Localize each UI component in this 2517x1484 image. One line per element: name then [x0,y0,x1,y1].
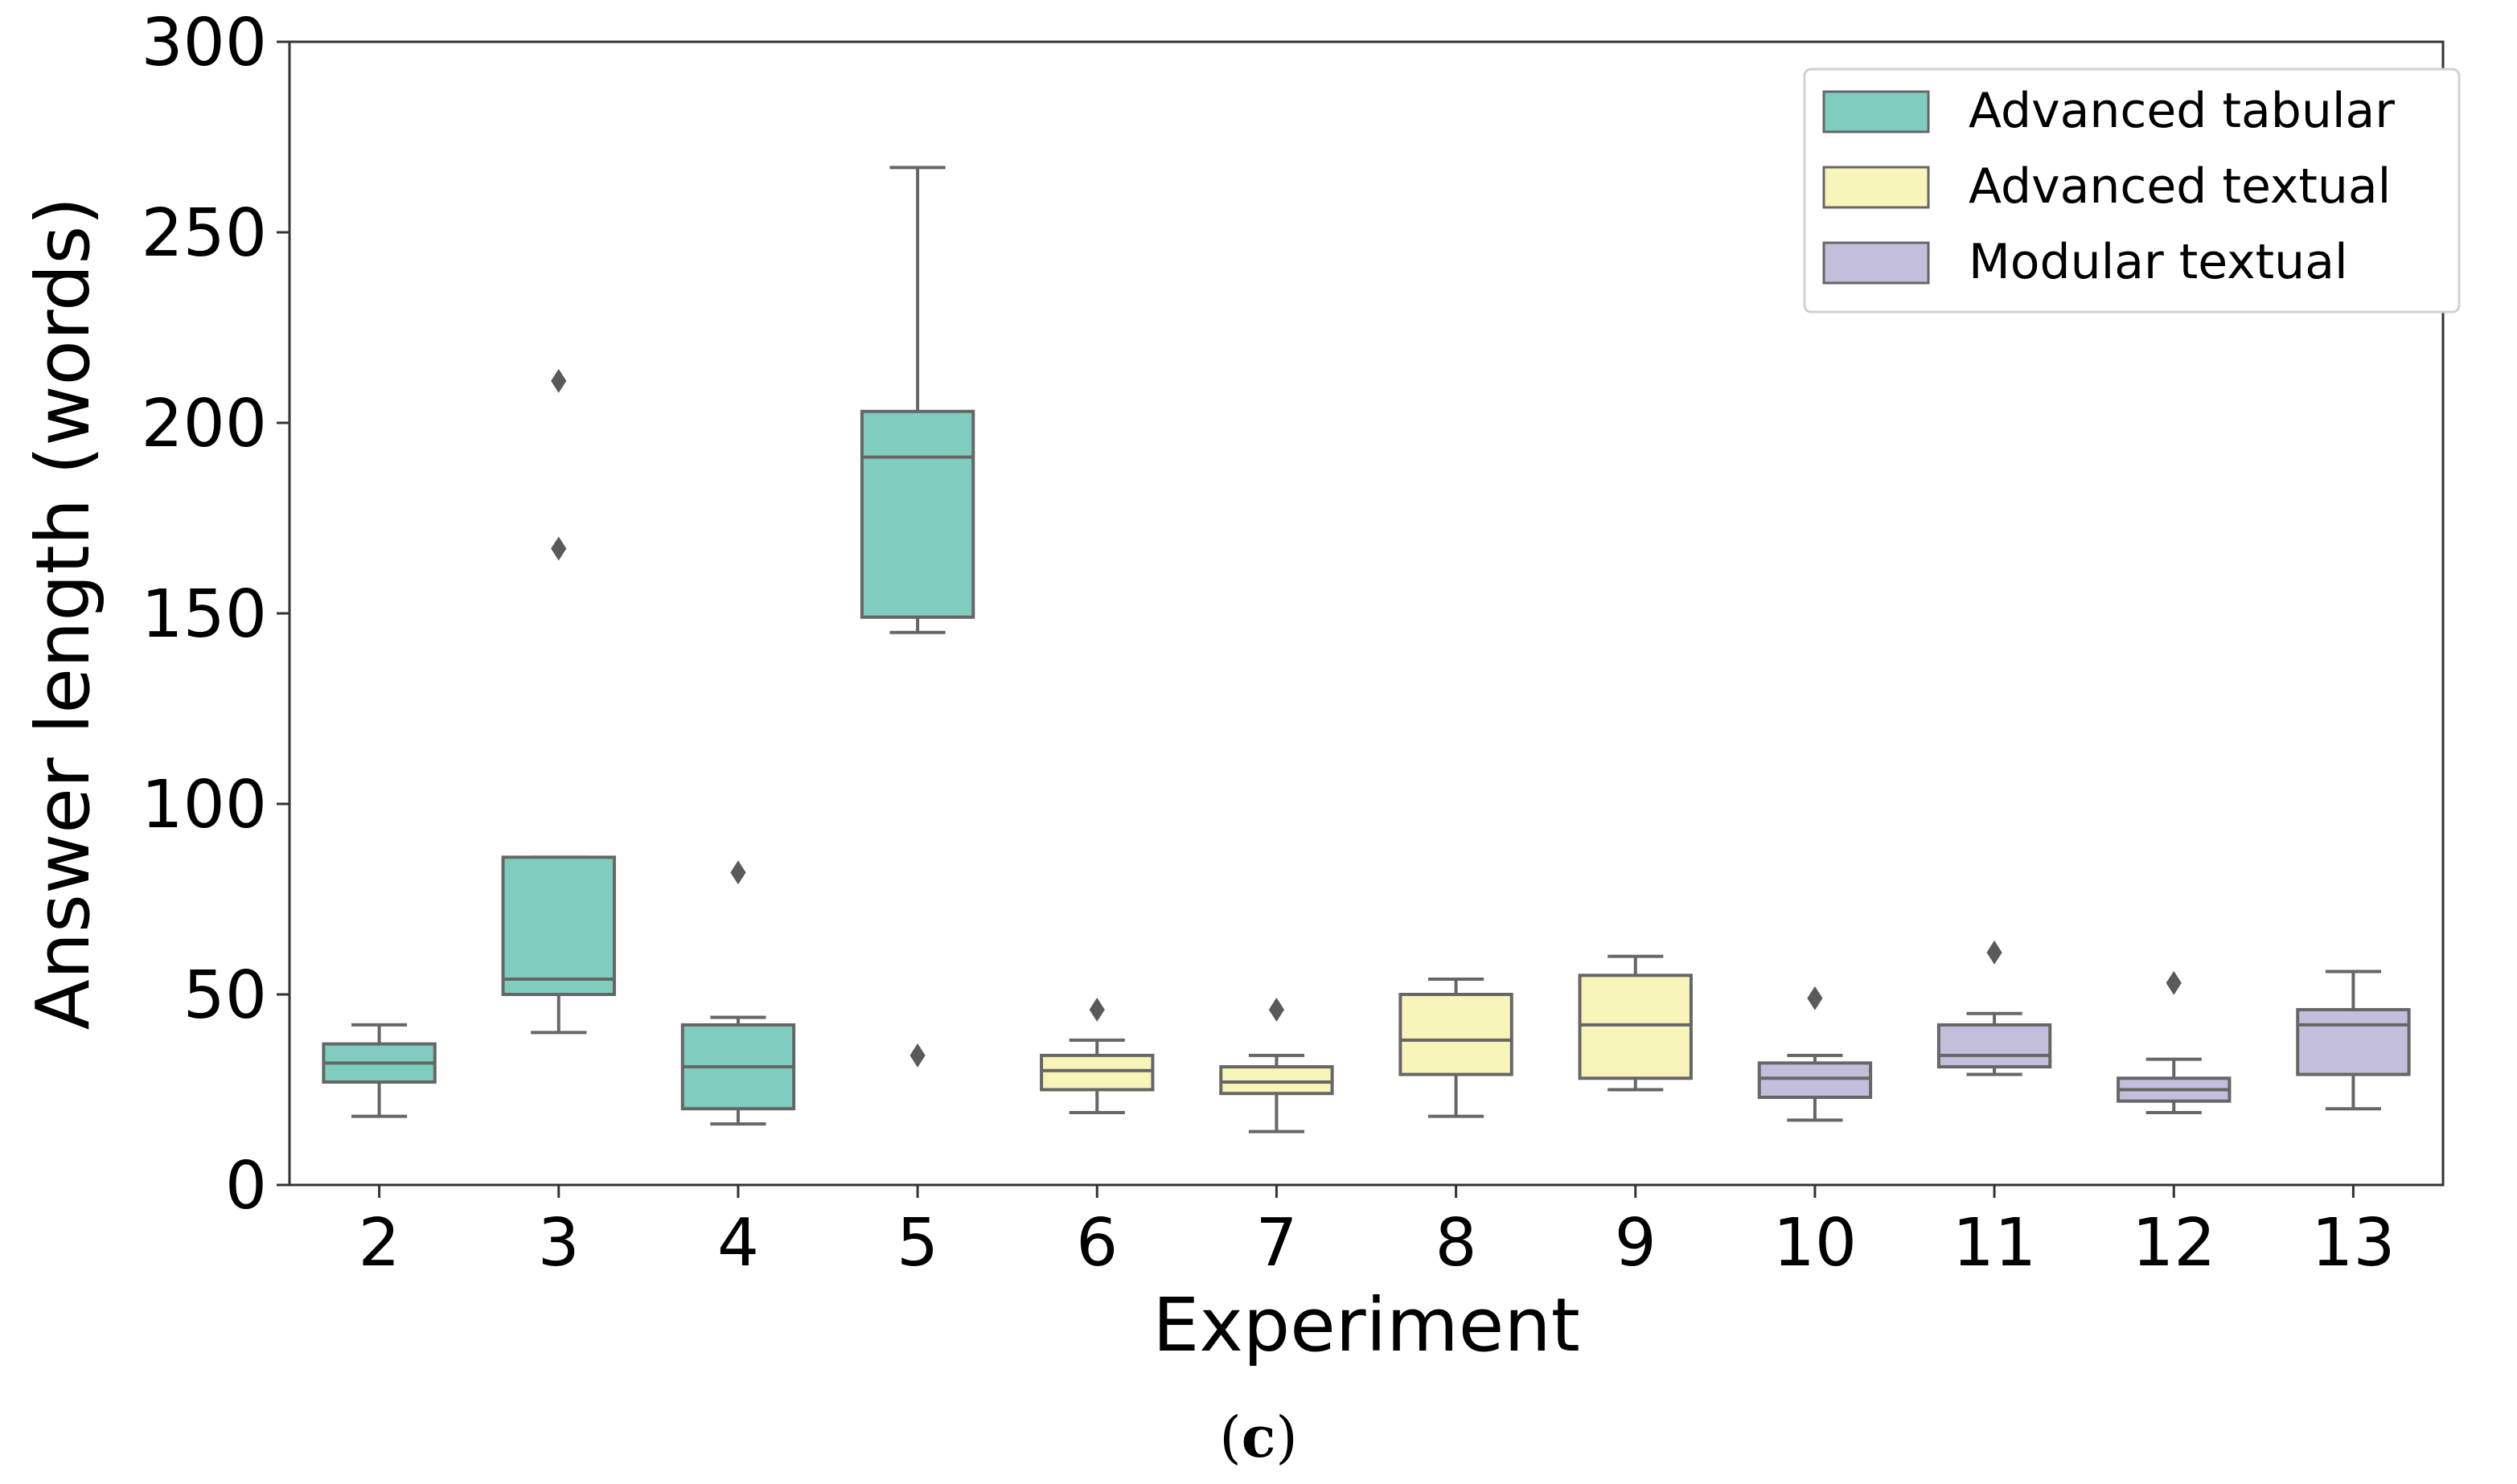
outlier-point [730,860,746,885]
y-axis: 0 50 100 150 200 250 300 [141,5,289,1224]
legend-frame [1803,68,2461,314]
box-experiment-13 [2296,970,2411,1111]
iqr-box [1040,1053,1155,1092]
box-experiment-2 [322,1023,437,1118]
legend-swatch [1822,166,1930,209]
iqr-box [2296,1007,2411,1076]
legend: Advanced tabular Advanced textual Modular … [1803,68,2461,314]
legend-item-advanced-tabular: Advanced tabular [1822,83,2395,139]
iqr-box [860,409,975,619]
x-tick-label: 6 [1076,1205,1118,1281]
caption-close-paren: ) [1275,1404,1297,1470]
y-tick-label: 50 [183,957,267,1034]
iqr-box [501,855,616,996]
outlier-point [551,536,567,561]
outlier-point [1268,998,1285,1022]
x-axis-label: Experiment [1152,1282,1580,1368]
y-tick-label: 0 [225,1148,267,1224]
iqr-box [1398,993,1513,1076]
legend-label: Advanced textual [1969,158,2391,215]
outlier-point [1986,940,2002,965]
outlier-point [1089,998,1105,1022]
outlier-point [909,1043,926,1068]
y-tick-label: 300 [141,5,267,81]
x-tick-label: 4 [717,1205,759,1281]
iqr-box [1219,1065,1334,1096]
box-experiment-7 [1219,998,1334,1133]
x-tick-label: 8 [1435,1205,1476,1281]
iqr-box [1578,974,1693,1080]
x-tick-label: 13 [2311,1205,2395,1281]
x-tick-label: 3 [538,1205,580,1281]
plot-frame [288,40,2445,1187]
figure-caption: (c) [1219,1404,1297,1470]
box-experiment-11 [1936,940,2052,1076]
x-tick-label: 7 [1255,1205,1297,1281]
x-tick-label: 10 [1773,1205,1857,1281]
box-experiment-8 [1398,978,1513,1118]
legend-item-advanced-textual: Advanced textual [1822,158,2391,215]
legend-swatch [1822,241,1930,285]
outlier-point [551,368,567,393]
legend-label: Modular textual [1969,234,2348,290]
y-tick-label: 100 [141,767,267,843]
legend-label: Advanced tabular [1969,83,2395,139]
outlier-point [2166,970,2182,995]
y-tick-label: 150 [141,576,267,653]
y-tick-label: 200 [141,386,267,462]
x-tick-label: 11 [1952,1205,2036,1281]
outlier-point [1807,986,1823,1011]
legend-swatch [1822,90,1930,133]
box-experiment-9 [1578,954,1693,1092]
iqr-box [1936,1023,2052,1069]
caption-letter: c [1242,1404,1276,1470]
box-experiment-5 [860,166,975,1068]
x-tick-label: 2 [358,1205,400,1281]
x-tick-label: 9 [1615,1205,1657,1281]
box-experiment-10 [1757,986,1873,1122]
x-axis: 2 3 4 5 6 7 8 9 10 11 12 13 [358,1185,2396,1281]
x-tick-label: 12 [2132,1205,2215,1281]
box-experiment-12 [2117,970,2232,1114]
y-tick-label: 250 [141,195,267,272]
box-experiment-6 [1040,998,1155,1114]
iqr-box [1757,1061,1873,1099]
x-tick-label: 5 [897,1205,938,1281]
boxes [322,166,2411,1133]
legend-item-modular-textual: Modular textual [1822,234,2348,290]
box-experiment-4 [680,860,796,1126]
y-axis-label: Answer length (words) [20,197,106,1030]
box-experiment-3 [501,368,616,1035]
caption-open-paren: ( [1219,1404,1241,1470]
